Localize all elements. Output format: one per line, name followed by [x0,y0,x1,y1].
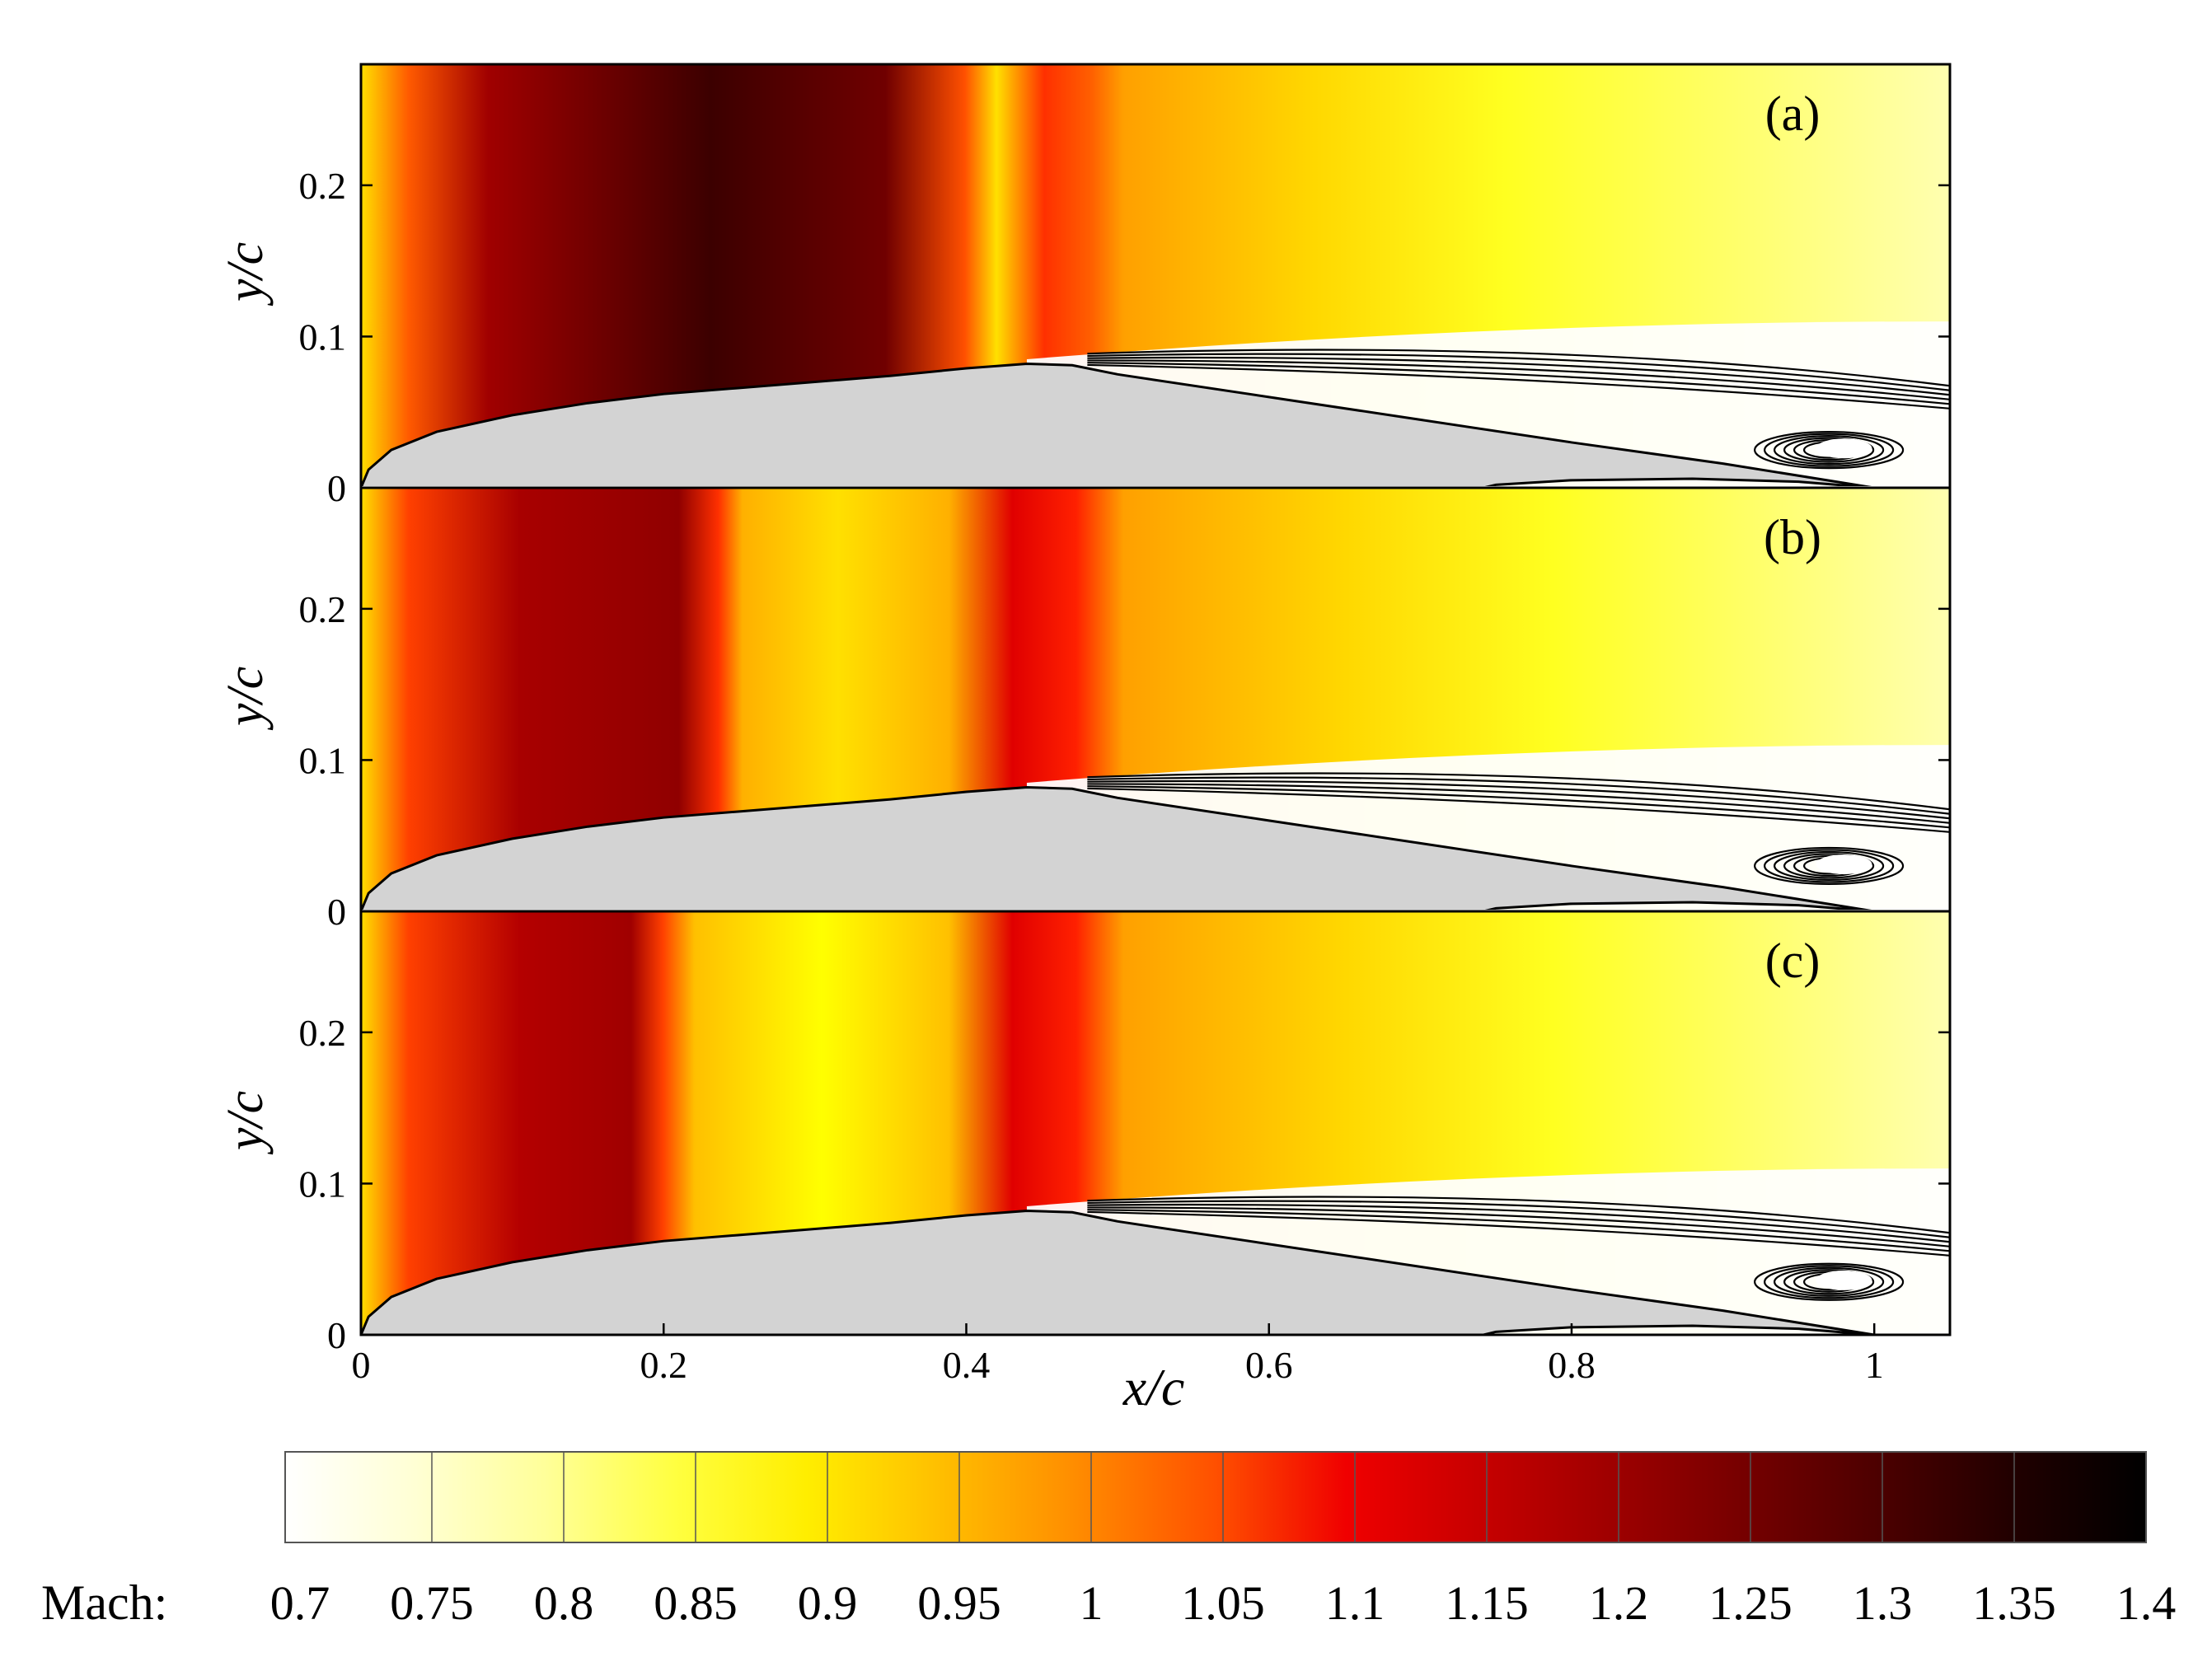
colorbar-label: Mach: [41,1575,167,1630]
panel-a-field [361,64,1950,486]
colorbar-tick-label: 1.4 [2116,1576,2177,1630]
colorbar-tick-label: 0.8 [534,1576,594,1630]
x-tick-label: 1 [1865,1344,1884,1386]
streamline [1087,779,1950,820]
colorbar-tick-label: 1.2 [1589,1576,1649,1630]
colorbar-tick-label: 1.3 [1853,1576,1913,1630]
vortex-core [1816,438,1872,459]
streamlines [1087,1196,1950,1301]
airfoil [361,1209,1875,1335]
streamline [1087,1210,1950,1257]
colorbar-tick-label: 1.05 [1181,1576,1265,1630]
y-axis-label-c: y/c [218,1091,274,1155]
x-tick-label: 0.8 [1548,1344,1596,1386]
vortex-line [1774,850,1885,882]
vortex-line [1783,853,1875,879]
streamline [1087,1200,1950,1238]
streamline [1087,787,1950,833]
x-tick-label: 0 [352,1344,371,1386]
vortex-line [1774,1266,1885,1297]
y-tick-label: 0 [327,1314,346,1356]
x-axis-label: x/c [1122,1358,1185,1416]
colorbar-tick-label: 0.7 [270,1576,330,1630]
x-tick-label: 0.6 [1245,1344,1293,1386]
vortex-line [1754,846,1905,886]
streamline [1087,349,1950,387]
y-tick-label: 0.1 [299,739,347,781]
colorbar-tick-label: 0.75 [390,1576,474,1630]
streamline [1087,1209,1950,1252]
y-tick-label: 0.2 [299,588,347,630]
colorbar-dividers [431,1452,2015,1542]
y-axis-label-b: y/c [218,667,274,731]
colorbar-tick-label: 1.15 [1445,1576,1529,1630]
panel-c-field [361,911,1950,1335]
vortex-line [1754,1262,1905,1301]
streamline [1087,776,1950,815]
airfoil [361,785,1872,910]
colorbar: Mach: 0.7 0.75 0.8 0.85 0.9 0.95 1 1.05 1.1 1.15 1… [41,1451,2177,1630]
colorbar-tick-label: 1.25 [1708,1576,1793,1630]
panel-label-c: (c) [1765,934,1821,988]
vortex-line [1764,433,1895,467]
streamline [1087,785,1950,829]
x-tick-label: 0.4 [943,1344,991,1386]
vortex-core [1816,1270,1872,1290]
colorbar-tick-label: 0.85 [654,1576,738,1630]
y-tick-label: 0 [327,891,346,933]
streamline [1087,362,1950,405]
streamlines [1087,349,1950,470]
panel-label-a: (a) [1765,87,1821,141]
colorbar-gradient [284,1451,2147,1543]
colorbar-tick-label: 0.95 [917,1576,1001,1630]
contour-panels: 0 0.1 0.2 (a) 0 0.1 0.2 (b) 0 0.1 0.2 (c) 0 0.2 0.4 0.6… [299,63,1952,1386]
streamline [1087,353,1950,391]
y-tick-label: 0.2 [299,1012,347,1054]
streamline [1087,772,1950,811]
y-axis-label-a: y/c [218,242,274,307]
streamline [1087,359,1950,400]
y-tick-label: 0.2 [299,165,347,207]
y-tick-label: 0.1 [299,1163,347,1205]
streamlines [1087,772,1950,886]
streamline [1087,783,1950,824]
streamline [1087,363,1950,410]
colorbar-tick-label: 1 [1080,1576,1104,1630]
y-tick-label: 0 [327,467,346,509]
panel-label-b: (b) [1764,510,1821,564]
colorbar-tick-label: 1.35 [1972,1576,2056,1630]
vortex-line [1783,437,1875,463]
panel-c-frame [359,910,1952,1336]
vortex-line [1783,1269,1875,1295]
vortex-line [1764,849,1895,883]
vortex-line [1774,435,1885,466]
vortex-line [1764,1265,1895,1299]
colorbar-tick-label: 1.1 [1325,1576,1385,1630]
streamline [1087,1203,1950,1243]
colorbar-tick-labels: 0.7 0.75 0.8 0.85 0.9 0.95 1 1.05 1.1 1.15 1.2 1.25… [270,1576,2177,1630]
vortex-line [1754,431,1905,470]
x-tick-label: 0.2 [640,1344,687,1386]
panel-b-field [361,488,1950,910]
streamline [1087,1196,1950,1234]
y-tick-label: 0.1 [299,316,347,358]
colorbar-tick-label: 0.9 [798,1576,858,1630]
vortex-core [1816,854,1872,875]
streamline [1087,1206,1950,1247]
airfoil [361,362,1872,486]
streamline [1087,356,1950,396]
